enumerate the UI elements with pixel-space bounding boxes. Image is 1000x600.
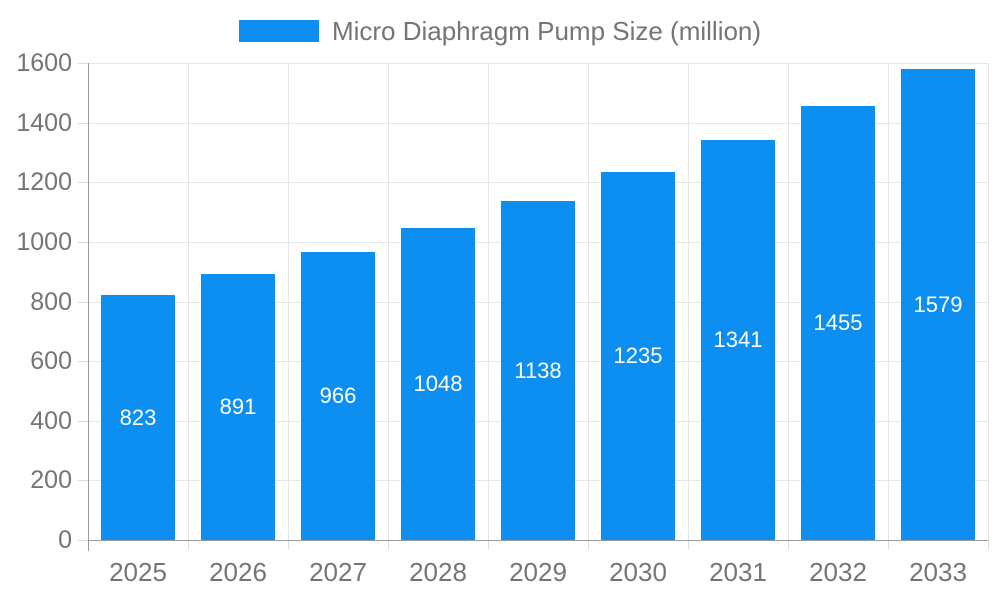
gridline-v xyxy=(888,63,889,540)
bar-value-label: 1341 xyxy=(713,327,763,352)
y-tick-label: 0 xyxy=(58,526,72,554)
legend-swatch xyxy=(238,20,319,42)
x-tick-label: 2031 xyxy=(709,557,767,587)
y-tick xyxy=(78,480,88,481)
bar xyxy=(101,295,175,540)
x-axis-line xyxy=(88,540,988,541)
bar xyxy=(701,140,775,540)
x-tick-label: 2027 xyxy=(309,557,367,587)
bar-value-label: 891 xyxy=(219,394,257,419)
y-tick xyxy=(78,361,88,362)
y-tick-label: 1600 xyxy=(16,49,72,77)
x-tick xyxy=(788,540,789,549)
legend[interactable]: Micro Diaphragm Pump Size (million) xyxy=(0,14,1000,48)
gridline-h xyxy=(88,123,988,124)
x-tick-label: 2029 xyxy=(509,557,567,587)
y-tick xyxy=(78,302,88,303)
x-tick xyxy=(288,540,289,549)
gridline-v xyxy=(688,63,689,540)
bar-value-label: 1579 xyxy=(913,292,963,317)
y-tick xyxy=(78,123,88,124)
y-tick-label: 800 xyxy=(30,288,72,316)
gridline-h xyxy=(88,182,988,183)
x-tick xyxy=(188,540,189,549)
y-tick xyxy=(78,421,88,422)
x-tick-label: 2032 xyxy=(809,557,867,587)
x-tick xyxy=(988,540,989,549)
gridline-v xyxy=(588,63,589,540)
legend-label: Micro Diaphragm Pump Size (million) xyxy=(331,15,762,46)
bar xyxy=(301,252,375,540)
bar-value-label: 966 xyxy=(319,383,357,408)
x-tick-label: 2033 xyxy=(909,557,967,587)
bar xyxy=(601,172,675,540)
x-tick-label: 2025 xyxy=(109,557,167,587)
y-tick xyxy=(78,540,88,541)
bar xyxy=(401,228,475,540)
bar-value-label: 823 xyxy=(119,405,157,430)
x-tick-label: 2028 xyxy=(409,557,467,587)
gridline-v xyxy=(488,63,489,540)
y-tick-label: 400 xyxy=(30,407,72,435)
bar-value-label: 1138 xyxy=(514,358,562,383)
y-tick-label: 1200 xyxy=(16,168,72,196)
bar xyxy=(901,69,975,540)
x-tick xyxy=(388,540,389,549)
x-tick xyxy=(488,540,489,549)
x-tick-label: 2026 xyxy=(209,557,267,587)
x-tick xyxy=(888,540,889,549)
y-tick xyxy=(78,63,88,64)
y-tick-label: 1400 xyxy=(16,109,72,137)
y-tick-label: 1000 xyxy=(16,228,72,256)
gridline-v xyxy=(188,63,189,540)
bar xyxy=(801,106,875,540)
y-axis-line xyxy=(88,63,89,551)
bar-value-label: 1235 xyxy=(613,343,663,368)
y-tick xyxy=(78,182,88,183)
bar xyxy=(201,274,275,540)
y-tick xyxy=(78,242,88,243)
gridline-v xyxy=(988,63,989,540)
x-tick-label: 2030 xyxy=(609,557,667,587)
x-tick xyxy=(688,540,689,549)
bar-value-label: 1455 xyxy=(813,310,863,335)
y-tick-label: 600 xyxy=(30,347,72,375)
bar xyxy=(501,201,575,540)
gridline-v xyxy=(288,63,289,540)
gridline-v xyxy=(388,63,389,540)
bar-value-label: 1048 xyxy=(413,371,463,396)
gridline-h xyxy=(88,63,988,64)
x-tick xyxy=(588,540,589,549)
y-tick-label: 200 xyxy=(30,466,72,494)
gridline-v xyxy=(788,63,789,540)
